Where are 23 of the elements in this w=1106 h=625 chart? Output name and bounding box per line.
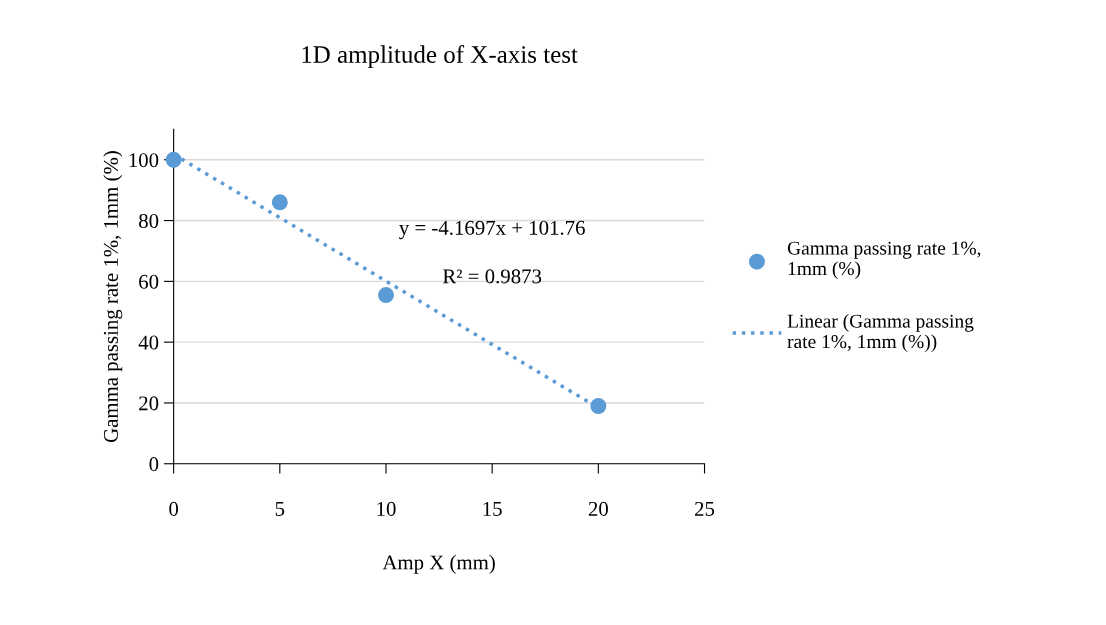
point — [165, 151, 182, 168]
legend-label: Linear (Gamma passing rate 1%, 1mm (%)) — [787, 314, 974, 353]
x-tick-label: 25 — [695, 501, 715, 516]
x-tick-label: 5 — [275, 502, 285, 516]
annotation: y = -4.1697x + 101.76 — [399, 220, 585, 240]
x-axis-title: Amp X (mm) — [382, 554, 495, 574]
y-tick-label: 60 — [139, 274, 159, 289]
annotation: R² = 0.9873 — [442, 269, 542, 284]
y-tick-label: 100 — [129, 153, 159, 168]
y-tick-label: 80 — [139, 213, 159, 228]
y-tick-label: 20 — [139, 396, 159, 411]
chart-title: 1D amplitude of X-axis test — [302, 45, 578, 69]
x-tick-label: 0 — [169, 501, 179, 516]
point — [378, 287, 394, 304]
y-tick-label: 0 — [149, 457, 159, 472]
legend-label: Gamma passing rate 1%, 1mm (%) — [787, 241, 981, 280]
x-tick-label: 20 — [588, 501, 608, 516]
point — [590, 398, 607, 414]
y-tick-label: 40 — [138, 335, 159, 350]
point — [271, 194, 288, 211]
y-axis-title: Gamma passing rate 1%, 1mm (%) — [103, 151, 123, 443]
x-tick-label: 15 — [483, 501, 502, 516]
x-tick-label: 10 — [377, 501, 396, 516]
